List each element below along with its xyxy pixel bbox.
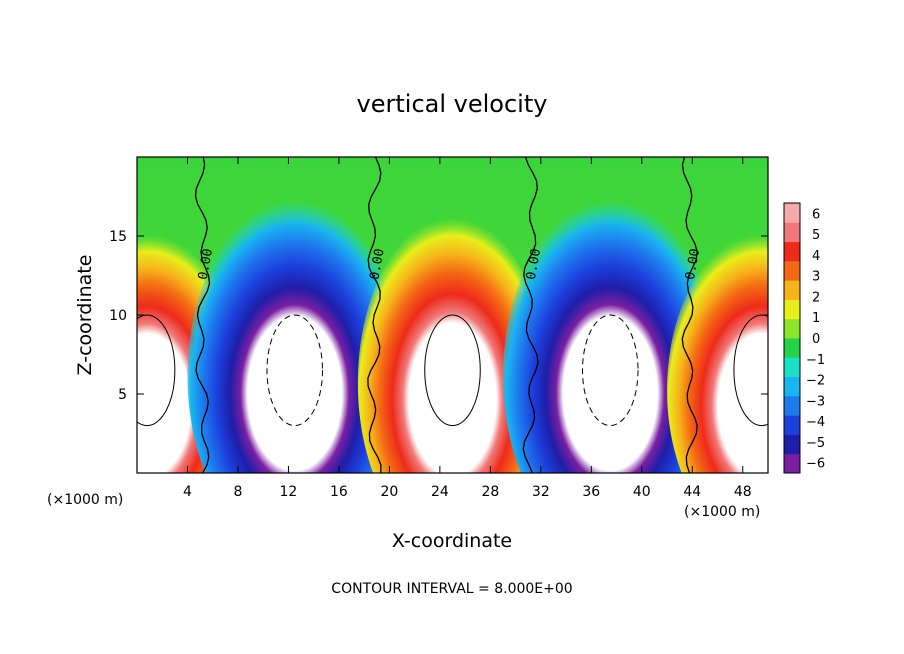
chart-title: vertical velocity [357, 90, 548, 118]
colorbar-swatch [784, 395, 800, 416]
colorbar-swatch [784, 357, 800, 378]
zero-contour-4 [681, 157, 698, 473]
updraft-region-3 [357, 217, 548, 473]
x-tick-label: 28 [481, 484, 499, 500]
colorbar-tick-label: −5 [806, 436, 825, 451]
x-unit-right: (×1000 m) [684, 504, 760, 520]
colorbar: 6 5 4 3 2 1 0 −1 −2 −3 −4 −5 −6 [783, 202, 825, 474]
y-tick-label: 15 [109, 229, 127, 245]
colorbar-tick-label: −4 [806, 415, 825, 430]
y-tick-label: 5 [118, 387, 127, 403]
x-tick-label: 32 [532, 484, 550, 500]
plot-area [137, 157, 768, 473]
zero-contour-1 [194, 157, 211, 473]
colorbar-tick-label: 2 [812, 290, 820, 305]
y-tick-label: 10 [109, 308, 127, 324]
colorbar-swatch [784, 280, 800, 300]
updraft-core-contour-1 [137, 314, 176, 427]
colorbar-swatch [784, 203, 800, 223]
x-tick-label: 16 [330, 484, 348, 500]
zero-contour-label-4: 0.00 [683, 247, 703, 280]
downdraft-region-2 [187, 200, 402, 473]
colorbar-tick-label: −3 [806, 394, 825, 409]
y-axis-label: Z-coordinate [74, 255, 96, 376]
colorbar-tick-label: 0 [812, 332, 820, 347]
x-tick-label: 12 [280, 484, 298, 500]
zero-contour-label-3: 0.00 [524, 247, 544, 280]
colorbar-swatch [784, 415, 800, 435]
y-axis-ticks: 5 10 15 [109, 229, 768, 403]
x-tick-label: 24 [431, 484, 449, 500]
colorbar-tick-label: 3 [812, 270, 820, 285]
downdraft-core-contour-4 [581, 314, 639, 427]
colorbar-tick-label: 5 [812, 228, 820, 243]
colorbar-swatch [784, 453, 800, 474]
colorbar-tick-label: −1 [806, 353, 825, 368]
colorbar-swatch [784, 434, 800, 455]
colorbar-swatch [784, 299, 800, 320]
x-axis-ticks: 4 8 12 16 20 24 28 32 36 40 44 48 [183, 157, 752, 500]
colorbar-swatch [784, 241, 800, 262]
downdraft-region-4 [503, 200, 718, 473]
colorbar-tick-label: −6 [806, 457, 825, 472]
contour-lines: 0.00 0.00 0.00 0.00 [137, 157, 768, 473]
x-axis-label: X-coordinate [392, 530, 512, 552]
colorbar-swatch [784, 222, 800, 243]
x-tick-label: 20 [380, 484, 398, 500]
contour-interval-note: CONTOUR INTERVAL = 8.000E+00 [331, 581, 572, 597]
colorbar-swatch [784, 338, 800, 358]
x-tick-label: 40 [633, 484, 651, 500]
colorbar-tick-label: 1 [812, 311, 820, 326]
x-tick-label: 48 [734, 484, 752, 500]
x-tick-label: 8 [233, 484, 242, 500]
colorbar-tick-label: −2 [806, 374, 825, 389]
colorbar-swatch [784, 318, 800, 339]
colorbar-frame [783, 202, 801, 474]
colorbar-swatch [784, 376, 800, 397]
zero-contour-label-2: 0.00 [367, 247, 387, 280]
colorbar-swatch [784, 260, 800, 281]
zero-contour-label-1: 0.00 [196, 247, 216, 280]
zero-contour-2 [367, 157, 382, 473]
colorbar-tick-label: 4 [812, 249, 820, 264]
x-unit-left: (×1000 m) [47, 492, 123, 508]
x-tick-label: 4 [183, 484, 192, 500]
x-tick-label: 36 [582, 484, 600, 500]
updraft-core-contour-3 [424, 314, 481, 427]
colorbar-tick-label: 6 [812, 207, 820, 222]
downdraft-core-contour-2 [266, 314, 324, 427]
zero-contour-3 [522, 157, 539, 473]
x-tick-label: 44 [683, 484, 701, 500]
